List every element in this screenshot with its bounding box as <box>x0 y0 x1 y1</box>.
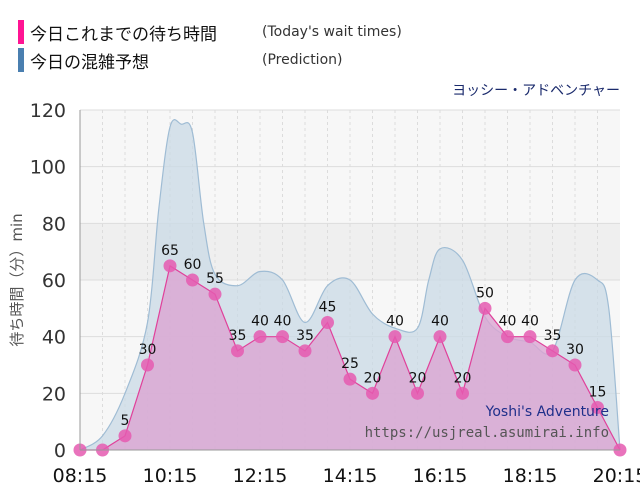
data-label: 35 <box>296 328 314 344</box>
actual-point <box>568 358 582 372</box>
legend-actual-label: 今日これまでの待ち時間 <box>30 24 217 45</box>
x-tick-label: 08:15 <box>53 465 108 487</box>
actual-point <box>591 401 604 414</box>
data-label: 5 <box>121 413 130 429</box>
data-label: 40 <box>251 314 269 330</box>
actual-point <box>388 330 402 344</box>
actual-point <box>231 344 244 358</box>
y-tick-label: 120 <box>30 100 66 122</box>
data-label: 20 <box>364 370 382 386</box>
actual-point <box>456 386 469 400</box>
watermark-title: Yoshi's Adventure <box>485 404 609 420</box>
attraction-name: ヨッシー・アドベンチャー <box>452 83 620 99</box>
data-label: 65 <box>161 243 179 259</box>
y-tick-label: 60 <box>42 270 66 292</box>
data-label: 20 <box>409 370 427 386</box>
x-tick-label: 18:15 <box>503 465 558 487</box>
y-tick-label: 0 <box>54 440 66 462</box>
actual-point <box>186 273 199 287</box>
legend-prediction-swatch <box>18 48 24 72</box>
actual-point <box>343 372 357 386</box>
actual-point <box>253 330 267 344</box>
x-tick-label: 14:15 <box>323 465 378 487</box>
data-label: 35 <box>544 328 562 344</box>
data-label: 40 <box>386 314 404 330</box>
actual-point <box>141 358 154 372</box>
actual-point <box>411 386 424 400</box>
data-label: 20 <box>454 370 472 386</box>
data-label: 30 <box>139 342 157 358</box>
data-label: 40 <box>499 314 517 330</box>
actual-point <box>366 386 379 400</box>
data-label: 40 <box>521 314 539 330</box>
legend-prediction-label: 今日の混雑予想 <box>30 52 149 73</box>
actual-point <box>208 287 222 301</box>
data-label: 60 <box>184 257 202 273</box>
data-label: 55 <box>206 271 224 287</box>
legend-prediction-en: (Prediction) <box>262 52 343 68</box>
legend-actual-swatch <box>18 20 24 44</box>
legend-actual-en: (Today's wait times) <box>262 24 402 40</box>
actual-point <box>478 301 492 315</box>
data-label: 40 <box>274 314 292 330</box>
y-axis-label: 待ち時間（分）min <box>8 213 26 346</box>
data-label: 15 <box>589 385 607 401</box>
actual-point <box>546 344 559 358</box>
y-tick-label: 20 <box>42 383 66 405</box>
watermark-url: https://usjreal.asumirai.info <box>365 425 609 441</box>
actual-point <box>163 259 177 273</box>
x-tick-label: 10:15 <box>143 465 198 487</box>
actual-point <box>433 330 447 344</box>
actual-point <box>118 429 132 443</box>
data-label: 35 <box>229 328 247 344</box>
actual-point <box>523 330 537 344</box>
data-label: 45 <box>319 300 337 316</box>
data-label: 40 <box>431 314 449 330</box>
actual-point <box>501 330 514 344</box>
y-tick-label: 40 <box>42 327 66 349</box>
data-label: 25 <box>341 356 359 372</box>
data-label: 30 <box>566 342 584 358</box>
y-tick-label: 100 <box>30 157 66 179</box>
x-tick-label: 20:15 <box>593 465 640 487</box>
legend-actual: 今日これまでの待ち時間 (Today's wait times) <box>18 20 402 45</box>
actual-point <box>276 330 289 344</box>
actual-point <box>298 344 312 358</box>
data-label: 50 <box>476 285 494 301</box>
actual-point <box>321 316 334 329</box>
x-tick-label: 16:15 <box>413 465 468 487</box>
x-tick-label: 12:15 <box>233 465 288 487</box>
y-tick-label: 80 <box>42 213 66 235</box>
legend-prediction: 今日の混雑予想 (Prediction) <box>18 48 343 73</box>
